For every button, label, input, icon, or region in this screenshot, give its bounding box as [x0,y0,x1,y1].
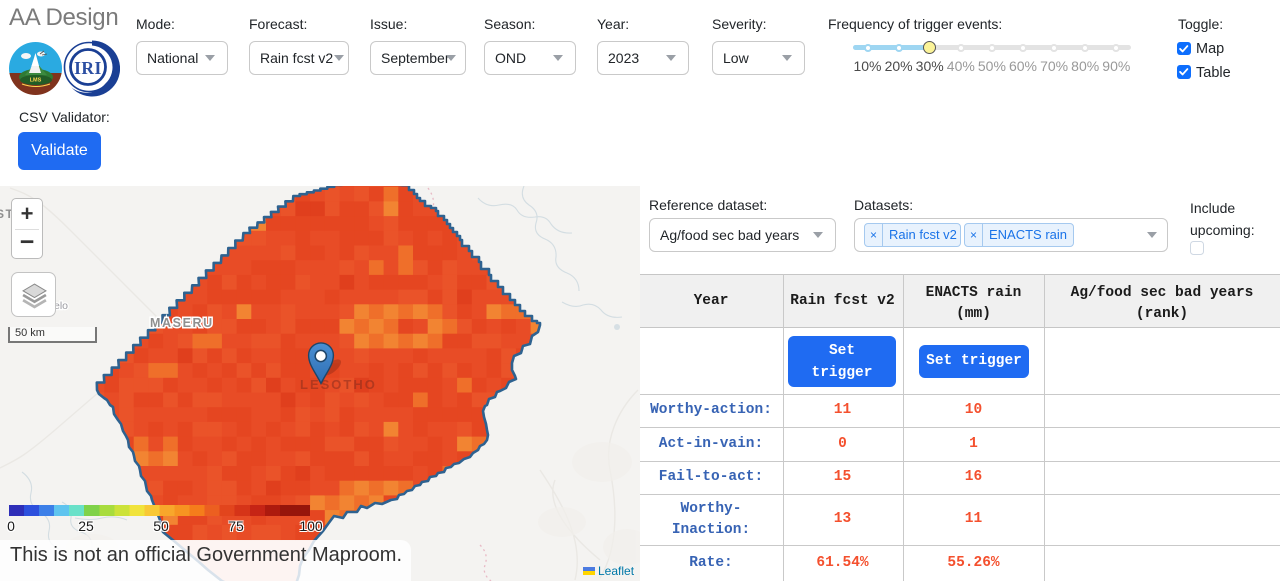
svg-text:MASERU: MASERU [150,316,214,330]
svg-text:LESOTHO: LESOTHO [300,377,377,392]
svg-text:LMS: LMS [30,78,42,84]
svg-text:elo: elo [54,300,68,312]
svg-text:ST: ST [0,207,14,221]
svg-text:IRI: IRI [74,58,102,78]
